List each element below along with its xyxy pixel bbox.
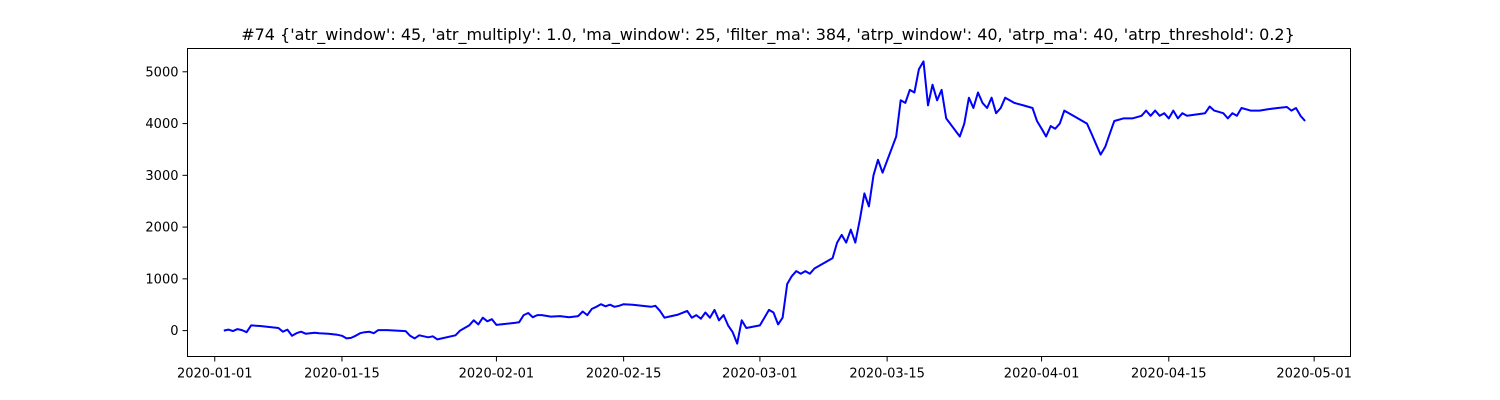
x-tick-label: 2020-05-01	[1276, 367, 1352, 382]
chart-title: #74 {'atr_window': 45, 'atr_multiply': 1…	[241, 25, 1295, 45]
series-line	[223, 60, 1306, 345]
y-axis: 0 1000 2000 3000 4000 5000	[145, 65, 188, 339]
x-tick-label: 2020-01-15	[304, 367, 380, 382]
y-tick-label: 1000	[145, 272, 178, 287]
y-tick-label: 0	[170, 324, 178, 339]
x-tick-label: 2020-02-01	[459, 367, 535, 382]
x-tick-label: 2020-03-15	[849, 367, 925, 382]
axes-frame	[187, 48, 1351, 357]
y-tick-label: 4000	[145, 117, 178, 132]
y-tick-label: 5000	[145, 65, 178, 80]
x-tick-label: 2020-01-01	[177, 367, 253, 382]
x-tick-label: 2020-04-15	[1131, 367, 1207, 382]
plot-area	[223, 60, 1306, 345]
y-tick-label: 2000	[145, 221, 178, 236]
x-axis: 2020-01-01 2020-01-15 2020-02-01 2020-02-15…	[177, 356, 1352, 382]
y-tick-label: 3000	[145, 169, 178, 184]
x-tick-label: 2020-03-01	[722, 367, 798, 382]
x-tick-label: 2020-02-15	[586, 367, 662, 382]
x-tick-label: 2020-04-01	[1004, 367, 1080, 382]
